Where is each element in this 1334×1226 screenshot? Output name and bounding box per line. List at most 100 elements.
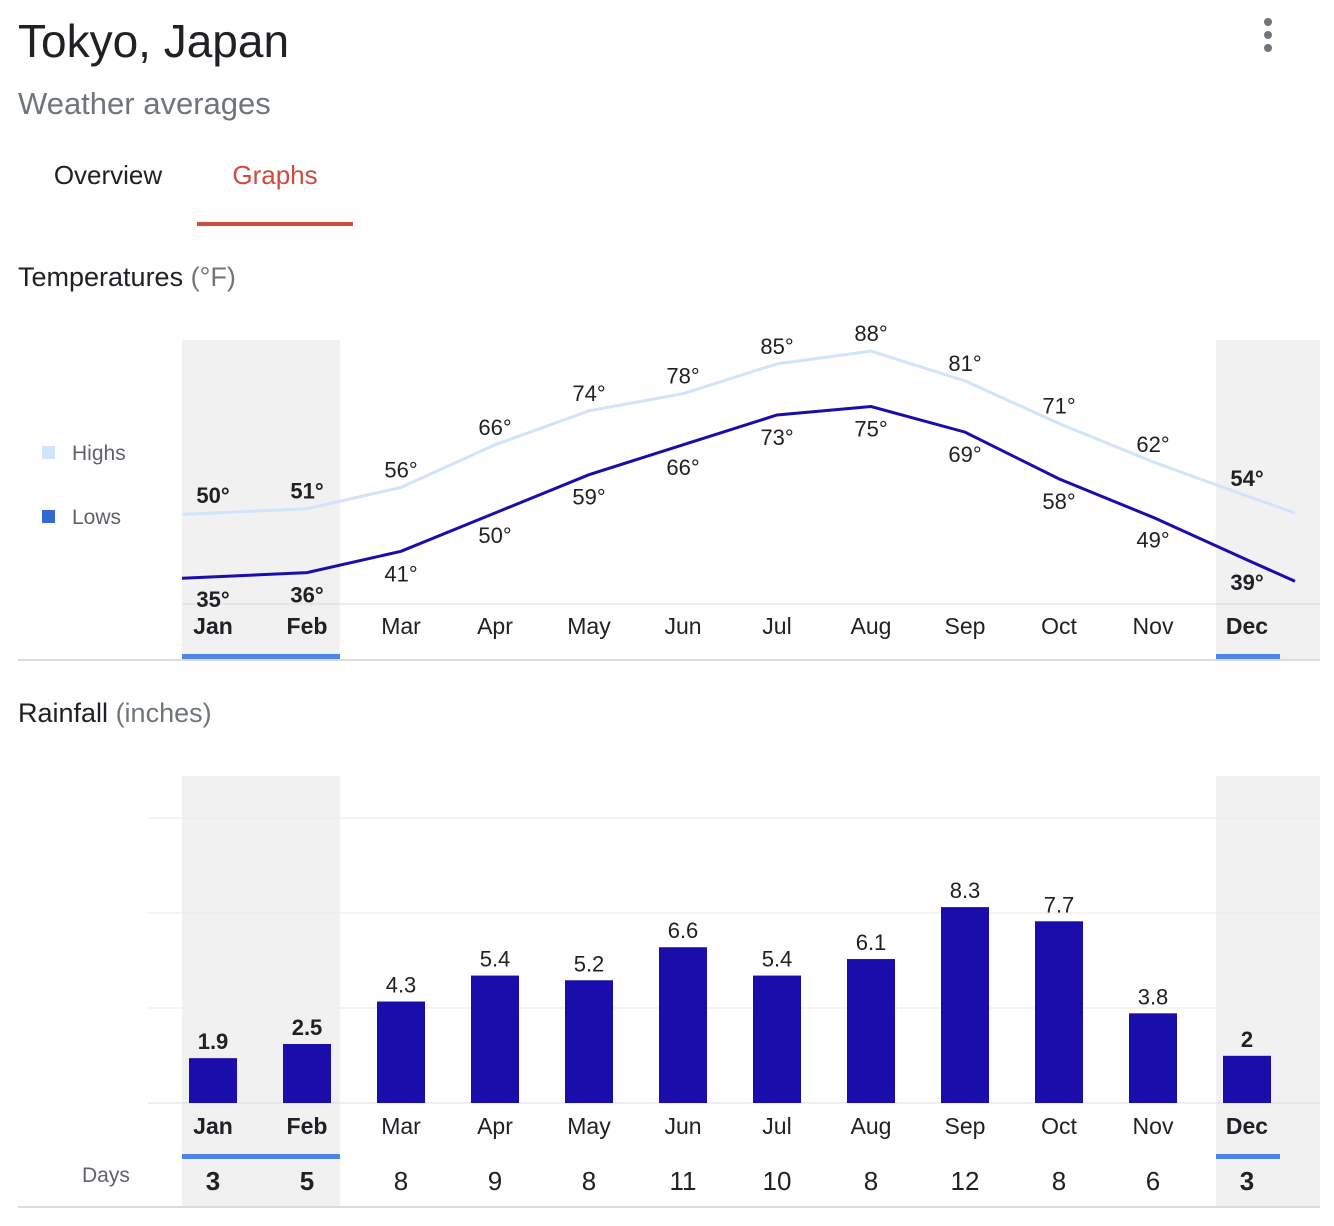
tab-graphs[interactable]: Graphs xyxy=(197,160,353,226)
high-label-dec: 54° xyxy=(1230,466,1263,491)
tab-overview[interactable]: Overview xyxy=(53,160,163,190)
rain-month-sep: Sep xyxy=(945,1113,986,1139)
temperatures-unit: (°F) xyxy=(190,262,236,292)
temp-month-dec: Dec xyxy=(1226,613,1268,639)
rain-bar-sep xyxy=(941,907,989,1103)
rain-month-mar: Mar xyxy=(381,1113,421,1139)
rain-bar-jan xyxy=(189,1058,237,1103)
legend-highs-swatch xyxy=(42,446,55,459)
rain-month-feb: Feb xyxy=(287,1113,328,1139)
high-label-mar: 56° xyxy=(384,457,417,482)
rain-days-jul: 10 xyxy=(763,1166,792,1196)
rain-month-oct: Oct xyxy=(1041,1113,1077,1139)
rain-value-nov: 3.8 xyxy=(1138,984,1169,1009)
low-label-jul: 73° xyxy=(760,425,793,450)
temp-month-apr: Apr xyxy=(477,613,513,639)
days-label: Days xyxy=(82,1164,130,1187)
legend-lows-swatch xyxy=(42,510,55,523)
legend-lows-label: Lows xyxy=(72,506,122,529)
temperatures-title: Temperatures xyxy=(18,262,184,292)
rain-month-dec: Dec xyxy=(1226,1113,1268,1139)
temp-month-may: May xyxy=(567,613,611,639)
temp-highlight-band-dec xyxy=(1216,340,1320,660)
high-label-jan: 50° xyxy=(196,483,229,508)
rain-month-may: May xyxy=(567,1113,611,1139)
high-label-oct: 71° xyxy=(1042,394,1075,419)
legend-highs-label: Highs xyxy=(72,442,126,465)
high-label-nov: 62° xyxy=(1136,432,1169,457)
rain-bar-feb xyxy=(283,1044,331,1103)
rain-days-jun: 11 xyxy=(670,1166,697,1196)
rain-value-jan: 1.9 xyxy=(198,1029,229,1054)
low-label-mar: 41° xyxy=(384,561,417,586)
rain-value-may: 5.2 xyxy=(574,951,605,976)
temp-month-aug: Aug xyxy=(851,613,892,639)
low-label-sep: 69° xyxy=(948,442,981,467)
temp-month-feb: Feb xyxy=(287,613,328,639)
rain-highlight-underline-jan-feb xyxy=(182,1154,340,1159)
temp-month-mar: Mar xyxy=(381,613,421,639)
temp-highlight-band-jan-feb xyxy=(182,340,340,660)
rain-month-jan: Jan xyxy=(193,1113,233,1139)
rain-days-jan: 3 xyxy=(206,1166,220,1196)
rain-value-dec: 2 xyxy=(1241,1027,1253,1052)
rain-bar-jun xyxy=(659,947,707,1103)
rain-bar-mar xyxy=(377,1001,425,1103)
low-label-nov: 49° xyxy=(1136,527,1169,552)
rain-highlight-band-dec xyxy=(1216,776,1320,1206)
high-label-sep: 81° xyxy=(948,351,981,376)
high-label-feb: 51° xyxy=(290,479,323,504)
rain-days-aug: 8 xyxy=(864,1166,878,1196)
rain-days-feb: 5 xyxy=(300,1166,314,1196)
rain-value-sep: 8.3 xyxy=(950,878,981,903)
temp-highlight-underline-jan-feb xyxy=(182,654,340,659)
rain-bar-apr xyxy=(471,975,519,1103)
temp-month-jan: Jan xyxy=(193,613,233,639)
rain-bar-aug xyxy=(847,959,895,1103)
low-label-feb: 36° xyxy=(290,583,323,608)
more-options-icon[interactable] xyxy=(1250,14,1286,56)
low-label-may: 59° xyxy=(572,485,605,510)
high-label-aug: 88° xyxy=(854,321,887,346)
tab-graphs-label: Graphs xyxy=(232,160,318,190)
high-label-jul: 85° xyxy=(760,334,793,359)
temp-month-jun: Jun xyxy=(664,613,701,639)
rain-bar-dec xyxy=(1223,1055,1271,1103)
rain-value-mar: 4.3 xyxy=(386,973,417,998)
active-tab-indicator xyxy=(197,222,353,226)
rain-value-apr: 5.4 xyxy=(480,947,511,972)
legend-lows[interactable]: Lows xyxy=(42,506,121,530)
rain-bar-oct xyxy=(1035,921,1083,1103)
temp-highlight-underline-dec xyxy=(1216,654,1280,659)
temperatures-heading: Temperatures (°F) xyxy=(18,262,236,293)
low-label-oct: 58° xyxy=(1042,489,1075,514)
rainfall-title: Rainfall xyxy=(18,698,109,728)
rain-month-nov: Nov xyxy=(1133,1113,1174,1139)
rain-value-feb: 2.5 xyxy=(292,1015,323,1040)
high-label-apr: 66° xyxy=(478,415,511,440)
temp-month-jul: Jul xyxy=(762,613,791,639)
rain-days-may: 8 xyxy=(582,1166,596,1196)
low-label-apr: 50° xyxy=(478,523,511,548)
temp-month-nov: Nov xyxy=(1133,613,1174,639)
rain-bar-jul xyxy=(753,975,801,1103)
low-label-jan: 35° xyxy=(196,587,229,612)
rain-month-jun: Jun xyxy=(664,1113,701,1139)
temp-month-oct: Oct xyxy=(1041,613,1077,639)
rain-days-sep: 12 xyxy=(951,1166,980,1196)
rain-days-nov: 6 xyxy=(1146,1166,1160,1196)
temp-month-sep: Sep xyxy=(945,613,986,639)
rain-highlight-band-jan-feb xyxy=(182,776,340,1206)
rain-days-oct: 8 xyxy=(1052,1166,1066,1196)
rain-value-jun: 6.6 xyxy=(668,918,699,943)
legend-highs[interactable]: Highs xyxy=(42,442,126,466)
page-title: Tokyo, Japan xyxy=(18,15,290,67)
rainfall-heading: Rainfall (inches) xyxy=(18,698,212,729)
rain-month-aug: Aug xyxy=(851,1113,892,1139)
low-label-dec: 39° xyxy=(1230,570,1263,595)
low-label-jun: 66° xyxy=(666,455,699,480)
rain-days-mar: 8 xyxy=(394,1166,408,1196)
highs-line xyxy=(181,349,1296,516)
rainfall-unit: (inches) xyxy=(115,698,212,728)
